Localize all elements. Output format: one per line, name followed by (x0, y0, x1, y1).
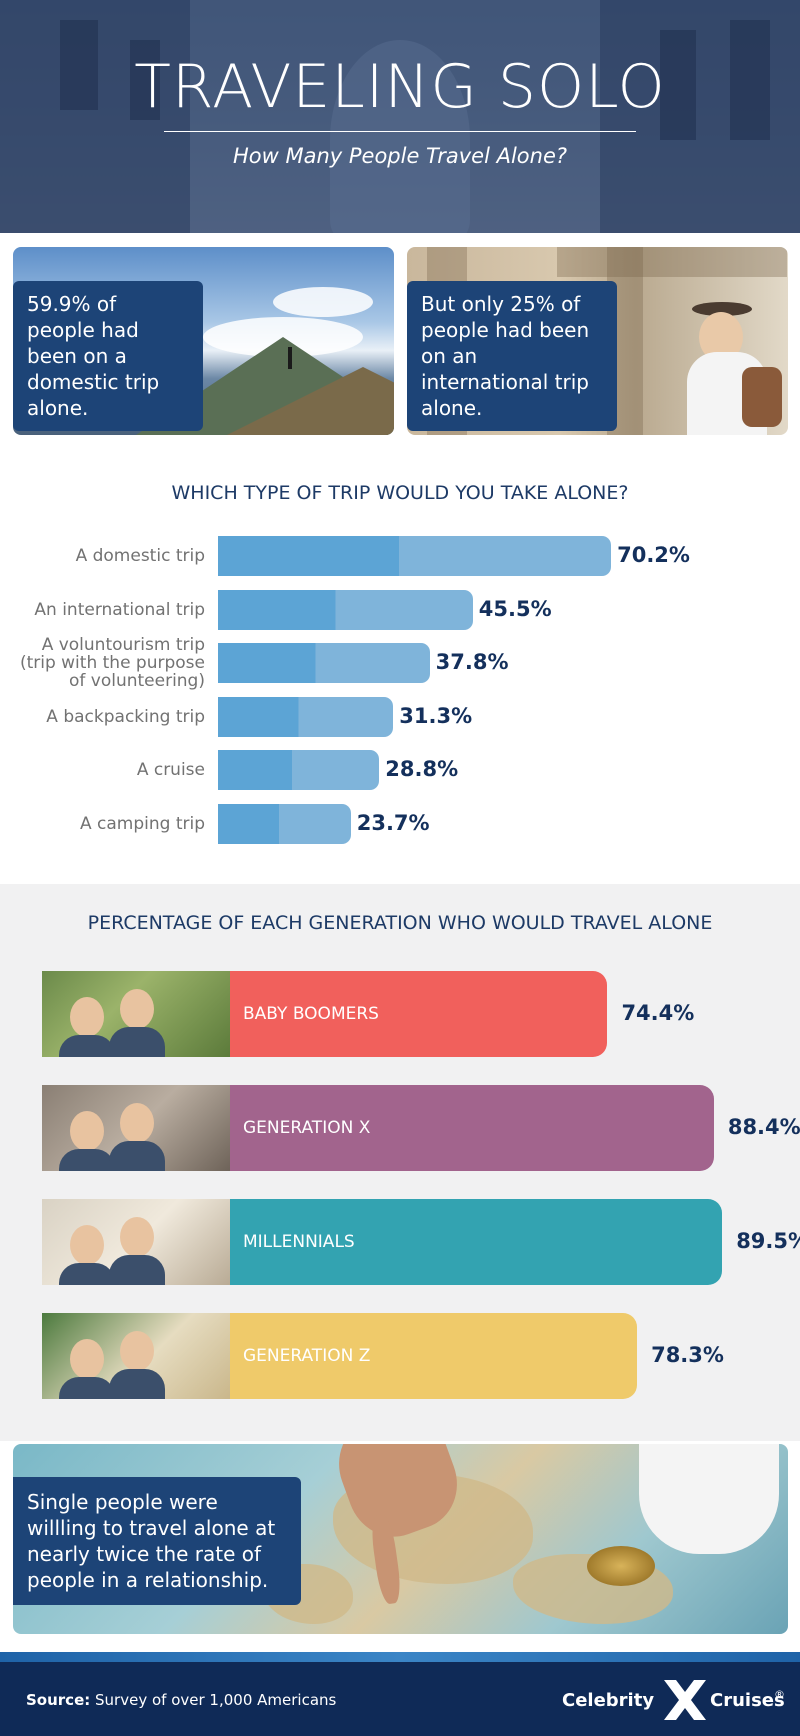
generation-bar: MILLENNIALS (230, 1199, 723, 1285)
person-body (109, 1255, 165, 1285)
source-text: Survey of over 1,000 Americans (95, 1691, 337, 1709)
header-overlay (0, 0, 800, 233)
generation-label: GENERATION X (243, 1118, 371, 1138)
trip-value-label: 70.2% (617, 543, 690, 567)
generation-value-label: 89.5% (736, 1229, 800, 1253)
traveler-hat (692, 302, 752, 316)
person-face (70, 1111, 104, 1151)
footer: Source: Survey of over 1,000 Americans C… (0, 1662, 800, 1736)
footer-stripe (0, 1652, 800, 1662)
generation-label: BABY BOOMERS (243, 1004, 379, 1024)
person-body (109, 1141, 165, 1171)
trip-category-label: An international trip (34, 599, 205, 620)
generation-value-label: 88.4% (727, 1115, 800, 1139)
person-face (70, 1225, 104, 1265)
trip-value-label: 31.3% (399, 703, 473, 728)
generation-photo (42, 1085, 232, 1171)
person-face (120, 989, 154, 1029)
hiker-figure (288, 347, 292, 369)
building-cornice (557, 247, 787, 277)
coffee-cup (639, 1444, 779, 1554)
person-face (120, 1103, 154, 1143)
person-body (59, 1149, 115, 1171)
person-body (59, 1263, 115, 1285)
person-face (70, 1339, 104, 1379)
relationship-fact-card: Single people were willling to travel al… (13, 1444, 788, 1634)
generation-chart-title: PERCENTAGE OF EACH GENERATION WHO WOULD … (87, 912, 713, 934)
trip-bar (218, 750, 380, 791)
logo-word-celebrity: Celebrity (562, 1690, 655, 1711)
trip-bar (218, 589, 473, 630)
relationship-fact: Single people were willling to travel al… (13, 1477, 301, 1605)
trip-category-label: A voluntourism trip (trip with the purpos… (19, 635, 205, 692)
trip-category-label: A domestic trip (75, 546, 205, 566)
celebrity-cruises-logo: Celebrity Cruises ® (562, 1678, 785, 1722)
person-face (120, 1217, 154, 1257)
generation-bar: GENERATION X (230, 1085, 714, 1171)
generation-bar: BABY BOOMERS (230, 971, 608, 1057)
traveler-backpack (742, 367, 782, 427)
person-body (109, 1369, 165, 1399)
trip-value-label: 23.7% (356, 811, 430, 835)
person-body (59, 1377, 115, 1399)
logo-x-icon (664, 1680, 706, 1720)
trip-category-label: A backpacking trip (46, 706, 205, 727)
person-face (120, 1331, 154, 1371)
generation-photo (42, 1199, 232, 1285)
page-title: TRAVELING SOLO (134, 52, 666, 122)
page-subtitle: How Many People Travel Alone? (232, 144, 568, 168)
header-banner: TRAVELING SOLO How Many People Travel Al… (0, 0, 800, 233)
generation-label: MILLENNIALS (243, 1232, 355, 1252)
title-divider (164, 131, 636, 132)
logo-word-cruises: Cruises (710, 1690, 785, 1711)
trip-category-label: A camping trip (79, 814, 205, 834)
generation-label: GENERATION Z (243, 1346, 371, 1366)
international-trip-card: But only 25% of people had been on an in… (407, 247, 788, 435)
trip-value-label: 45.5% (478, 596, 552, 621)
mountain-peak (223, 367, 394, 435)
trip-value-label: 37.8% (435, 650, 509, 675)
trip-value-label: 28.8% (385, 757, 459, 782)
compass (587, 1546, 655, 1586)
person-body (109, 1027, 165, 1057)
trip-bar (218, 643, 430, 684)
generation-bar: GENERATION Z (230, 1313, 638, 1399)
trip-chart-title: WHICH TYPE OF TRIP WOULD YOU TAKE ALONE? (171, 482, 629, 504)
source-note: Source: Survey of over 1,000 Americans (26, 1691, 336, 1709)
domestic-trip-fact: 59.9% of people had been on a domestic t… (13, 281, 203, 431)
trip-bar (218, 536, 612, 576)
trip-bar (218, 696, 394, 737)
logo-registered-mark: ® (774, 1688, 785, 1701)
trip-bar (218, 804, 351, 844)
source-label: Source: (26, 1691, 91, 1709)
generation-value-label: 74.4% (621, 1001, 695, 1025)
domestic-trip-card: 59.9% of people had been on a domestic t… (13, 247, 394, 435)
generation-value-label: 78.3% (651, 1343, 724, 1367)
trip-category-label: A cruise (136, 760, 205, 781)
generation-photo (42, 971, 232, 1057)
cloud (273, 287, 373, 317)
person-face (70, 997, 104, 1037)
international-trip-fact: But only 25% of people had been on an in… (407, 281, 617, 431)
person-body (59, 1035, 115, 1057)
generation-photo (42, 1313, 232, 1399)
